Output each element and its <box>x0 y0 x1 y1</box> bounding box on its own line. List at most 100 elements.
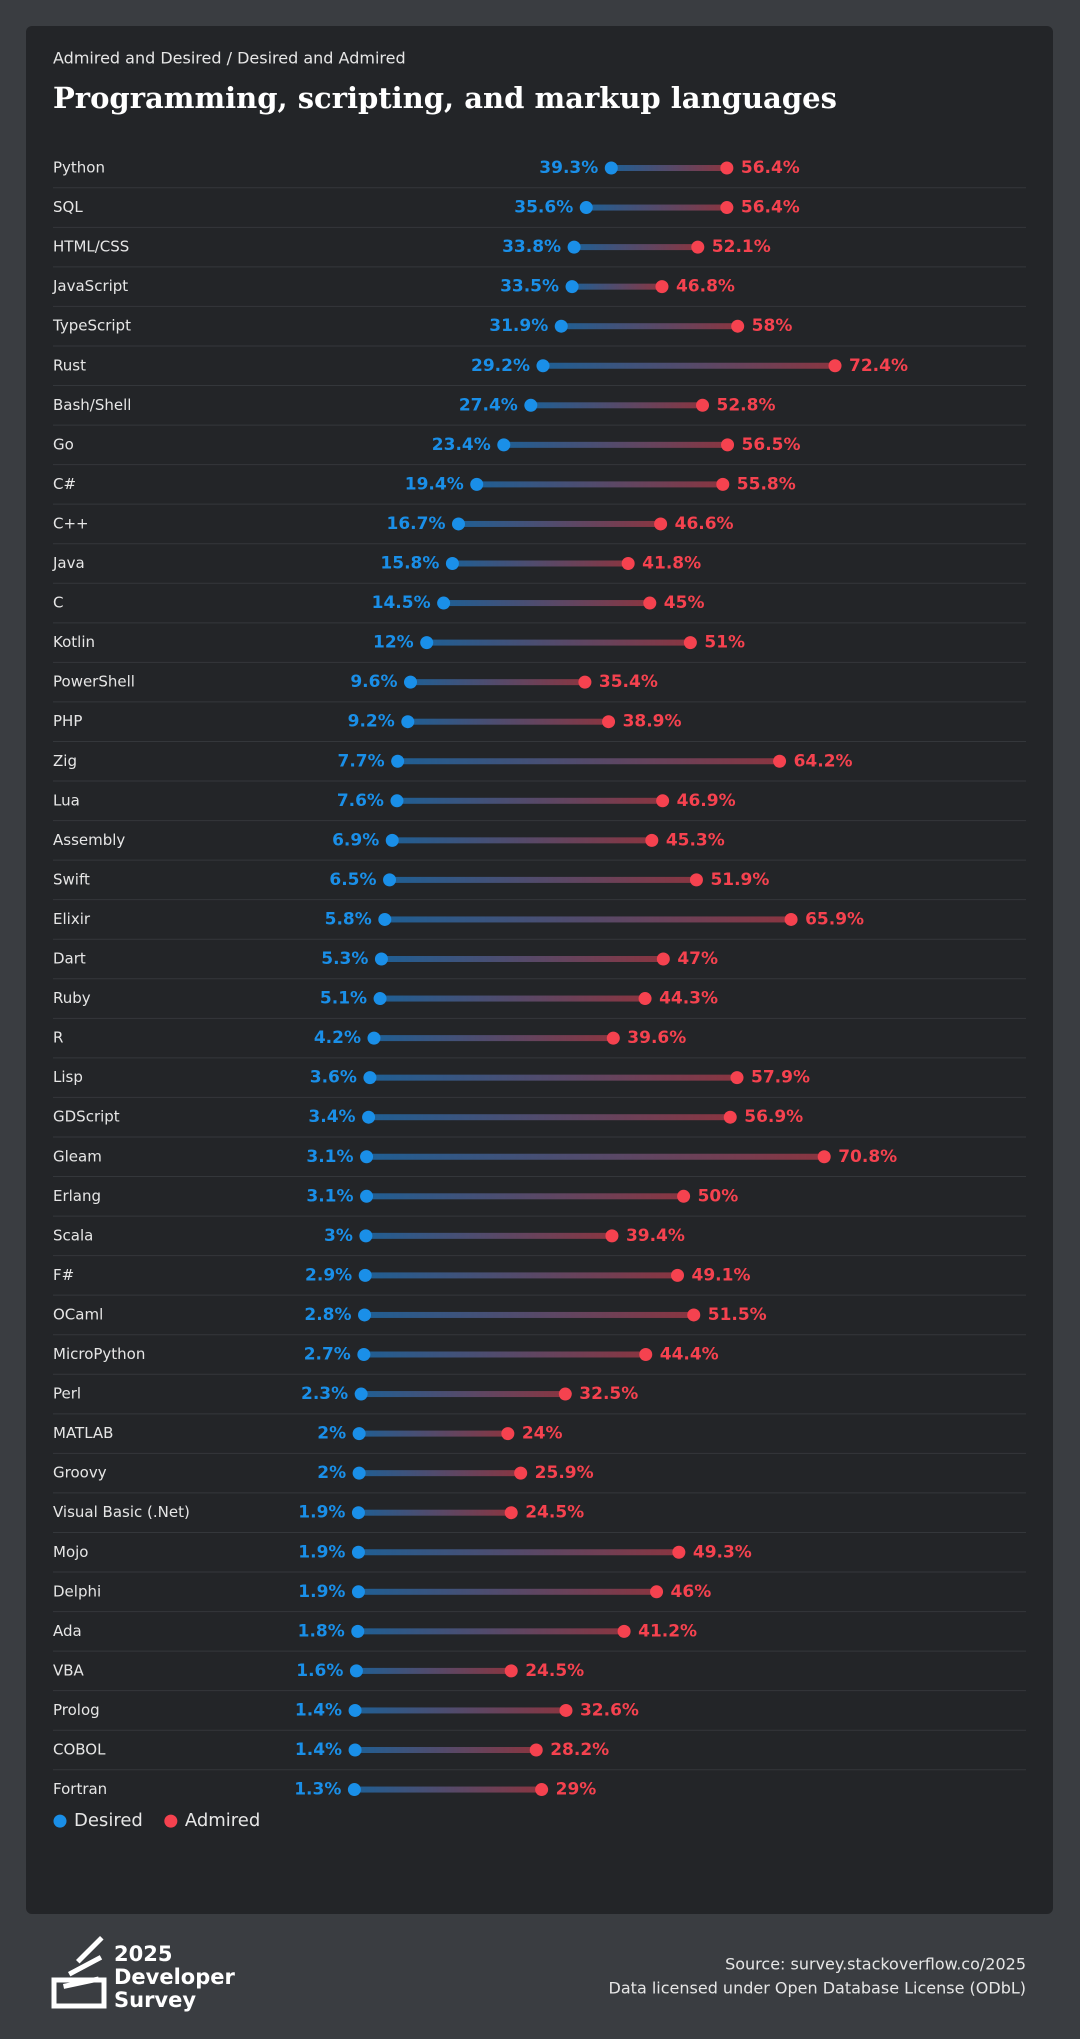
category-label: Prolog <box>53 1701 100 1719</box>
desired-label: 33.8% <box>502 237 561 257</box>
desired-label: 7.6% <box>337 791 384 811</box>
admired-dot <box>828 359 842 373</box>
admired-label: 72.4% <box>849 356 908 376</box>
admired-dot <box>672 1545 686 1559</box>
desired-dot <box>378 912 392 926</box>
connector <box>542 362 836 369</box>
admired-label: 52.1% <box>712 237 771 257</box>
category-label: C++ <box>53 514 89 532</box>
desired-dot <box>445 557 459 570</box>
legend-label: Admired <box>185 1810 260 1831</box>
connector <box>358 1509 512 1516</box>
admired-dot <box>677 1189 691 1203</box>
category-label: COBOL <box>53 1741 106 1759</box>
category-label: Zig <box>53 752 77 770</box>
admired-label: 41.8% <box>642 554 701 574</box>
desired-label: 3.1% <box>306 1147 353 1167</box>
desired-dot <box>437 596 451 610</box>
admired-dot <box>638 992 652 1006</box>
desired-dot <box>383 873 397 887</box>
admired-label: 24.5% <box>525 1503 584 1523</box>
connector <box>384 916 792 923</box>
connector <box>358 1549 679 1556</box>
admired-dot <box>731 319 745 333</box>
desired-dot <box>347 1783 361 1797</box>
desired-dot <box>470 477 484 491</box>
admired-label: 55.8% <box>737 474 796 494</box>
desired-dot <box>536 359 550 373</box>
connector <box>586 204 727 211</box>
connector <box>572 283 662 290</box>
connector <box>476 481 723 488</box>
desired-label: 1.9% <box>298 1503 345 1523</box>
connector <box>561 323 738 330</box>
category-label: Go <box>53 435 74 453</box>
category-label: Elixir <box>53 910 91 928</box>
desired-label: 27.4% <box>459 395 518 415</box>
admired-label: 32.6% <box>580 1700 639 1720</box>
admired-dot <box>559 1703 573 1717</box>
desired-dot <box>358 1308 372 1322</box>
desired-label: 35.6% <box>514 198 573 218</box>
category-label: Rust <box>53 356 86 374</box>
desired-label: 1.9% <box>298 1542 345 1562</box>
connector <box>503 441 728 448</box>
admired-label: 41.2% <box>638 1621 697 1641</box>
admired-dot <box>606 1031 620 1045</box>
connector <box>363 1351 646 1358</box>
desired-dot <box>351 1545 365 1559</box>
connector <box>361 1391 566 1398</box>
admired-label: 46.6% <box>675 514 734 534</box>
card <box>26 26 1053 1914</box>
admired-dot <box>514 1466 528 1480</box>
admired-dot <box>683 636 697 650</box>
desired-dot <box>579 201 593 215</box>
admired-dot <box>558 1387 572 1401</box>
category-label: Ruby <box>53 989 91 1007</box>
admired-dot <box>535 1783 549 1797</box>
desired-dot <box>363 1071 377 1085</box>
category-label: Visual Basic (.Net) <box>53 1503 190 1521</box>
admired-dot <box>655 280 669 294</box>
desired-label: 31.9% <box>489 316 548 336</box>
desired-dot <box>360 1189 374 1203</box>
desired-label: 5.1% <box>320 989 367 1009</box>
connector <box>365 1272 678 1279</box>
admired-dot <box>504 1664 518 1678</box>
admired-label: 58% <box>752 316 793 336</box>
connector <box>443 600 650 607</box>
admired-dot <box>650 1585 664 1599</box>
connector <box>356 1667 512 1674</box>
desired-label: 3% <box>324 1226 353 1246</box>
connector <box>368 1114 731 1121</box>
admired-label: 56.9% <box>744 1107 803 1127</box>
connector <box>364 1311 694 1318</box>
brand-line: Survey <box>114 1988 196 2012</box>
desired-label: 2% <box>317 1424 346 1444</box>
category-label: MicroPython <box>53 1345 145 1363</box>
admired-dot <box>784 912 798 926</box>
desired-dot <box>359 1229 373 1243</box>
desired-dot <box>604 161 618 175</box>
connector <box>366 1153 825 1160</box>
chart-subtitle: Admired and Desired / Desired and Admire… <box>53 49 406 68</box>
desired-dot <box>385 833 399 847</box>
category-label: Kotlin <box>53 633 95 651</box>
desired-dot <box>373 992 387 1006</box>
license: Data licensed under Open Database Licens… <box>609 1979 1026 1998</box>
connector <box>354 1786 542 1793</box>
connector <box>357 1628 625 1635</box>
connector <box>373 1035 614 1042</box>
admired-label: 51% <box>704 633 745 653</box>
admired-dot <box>716 477 730 491</box>
category-label: Ada <box>53 1622 82 1640</box>
admired-label: 47% <box>677 949 718 969</box>
admired-dot <box>529 1743 543 1757</box>
admired-dot <box>643 596 657 610</box>
desired-dot <box>357 1348 371 1361</box>
admired-label: 45% <box>664 593 705 613</box>
admired-label: 50% <box>698 1186 739 1206</box>
connector <box>611 165 727 171</box>
category-label: OCaml <box>53 1305 103 1323</box>
desired-dot <box>351 1506 365 1520</box>
